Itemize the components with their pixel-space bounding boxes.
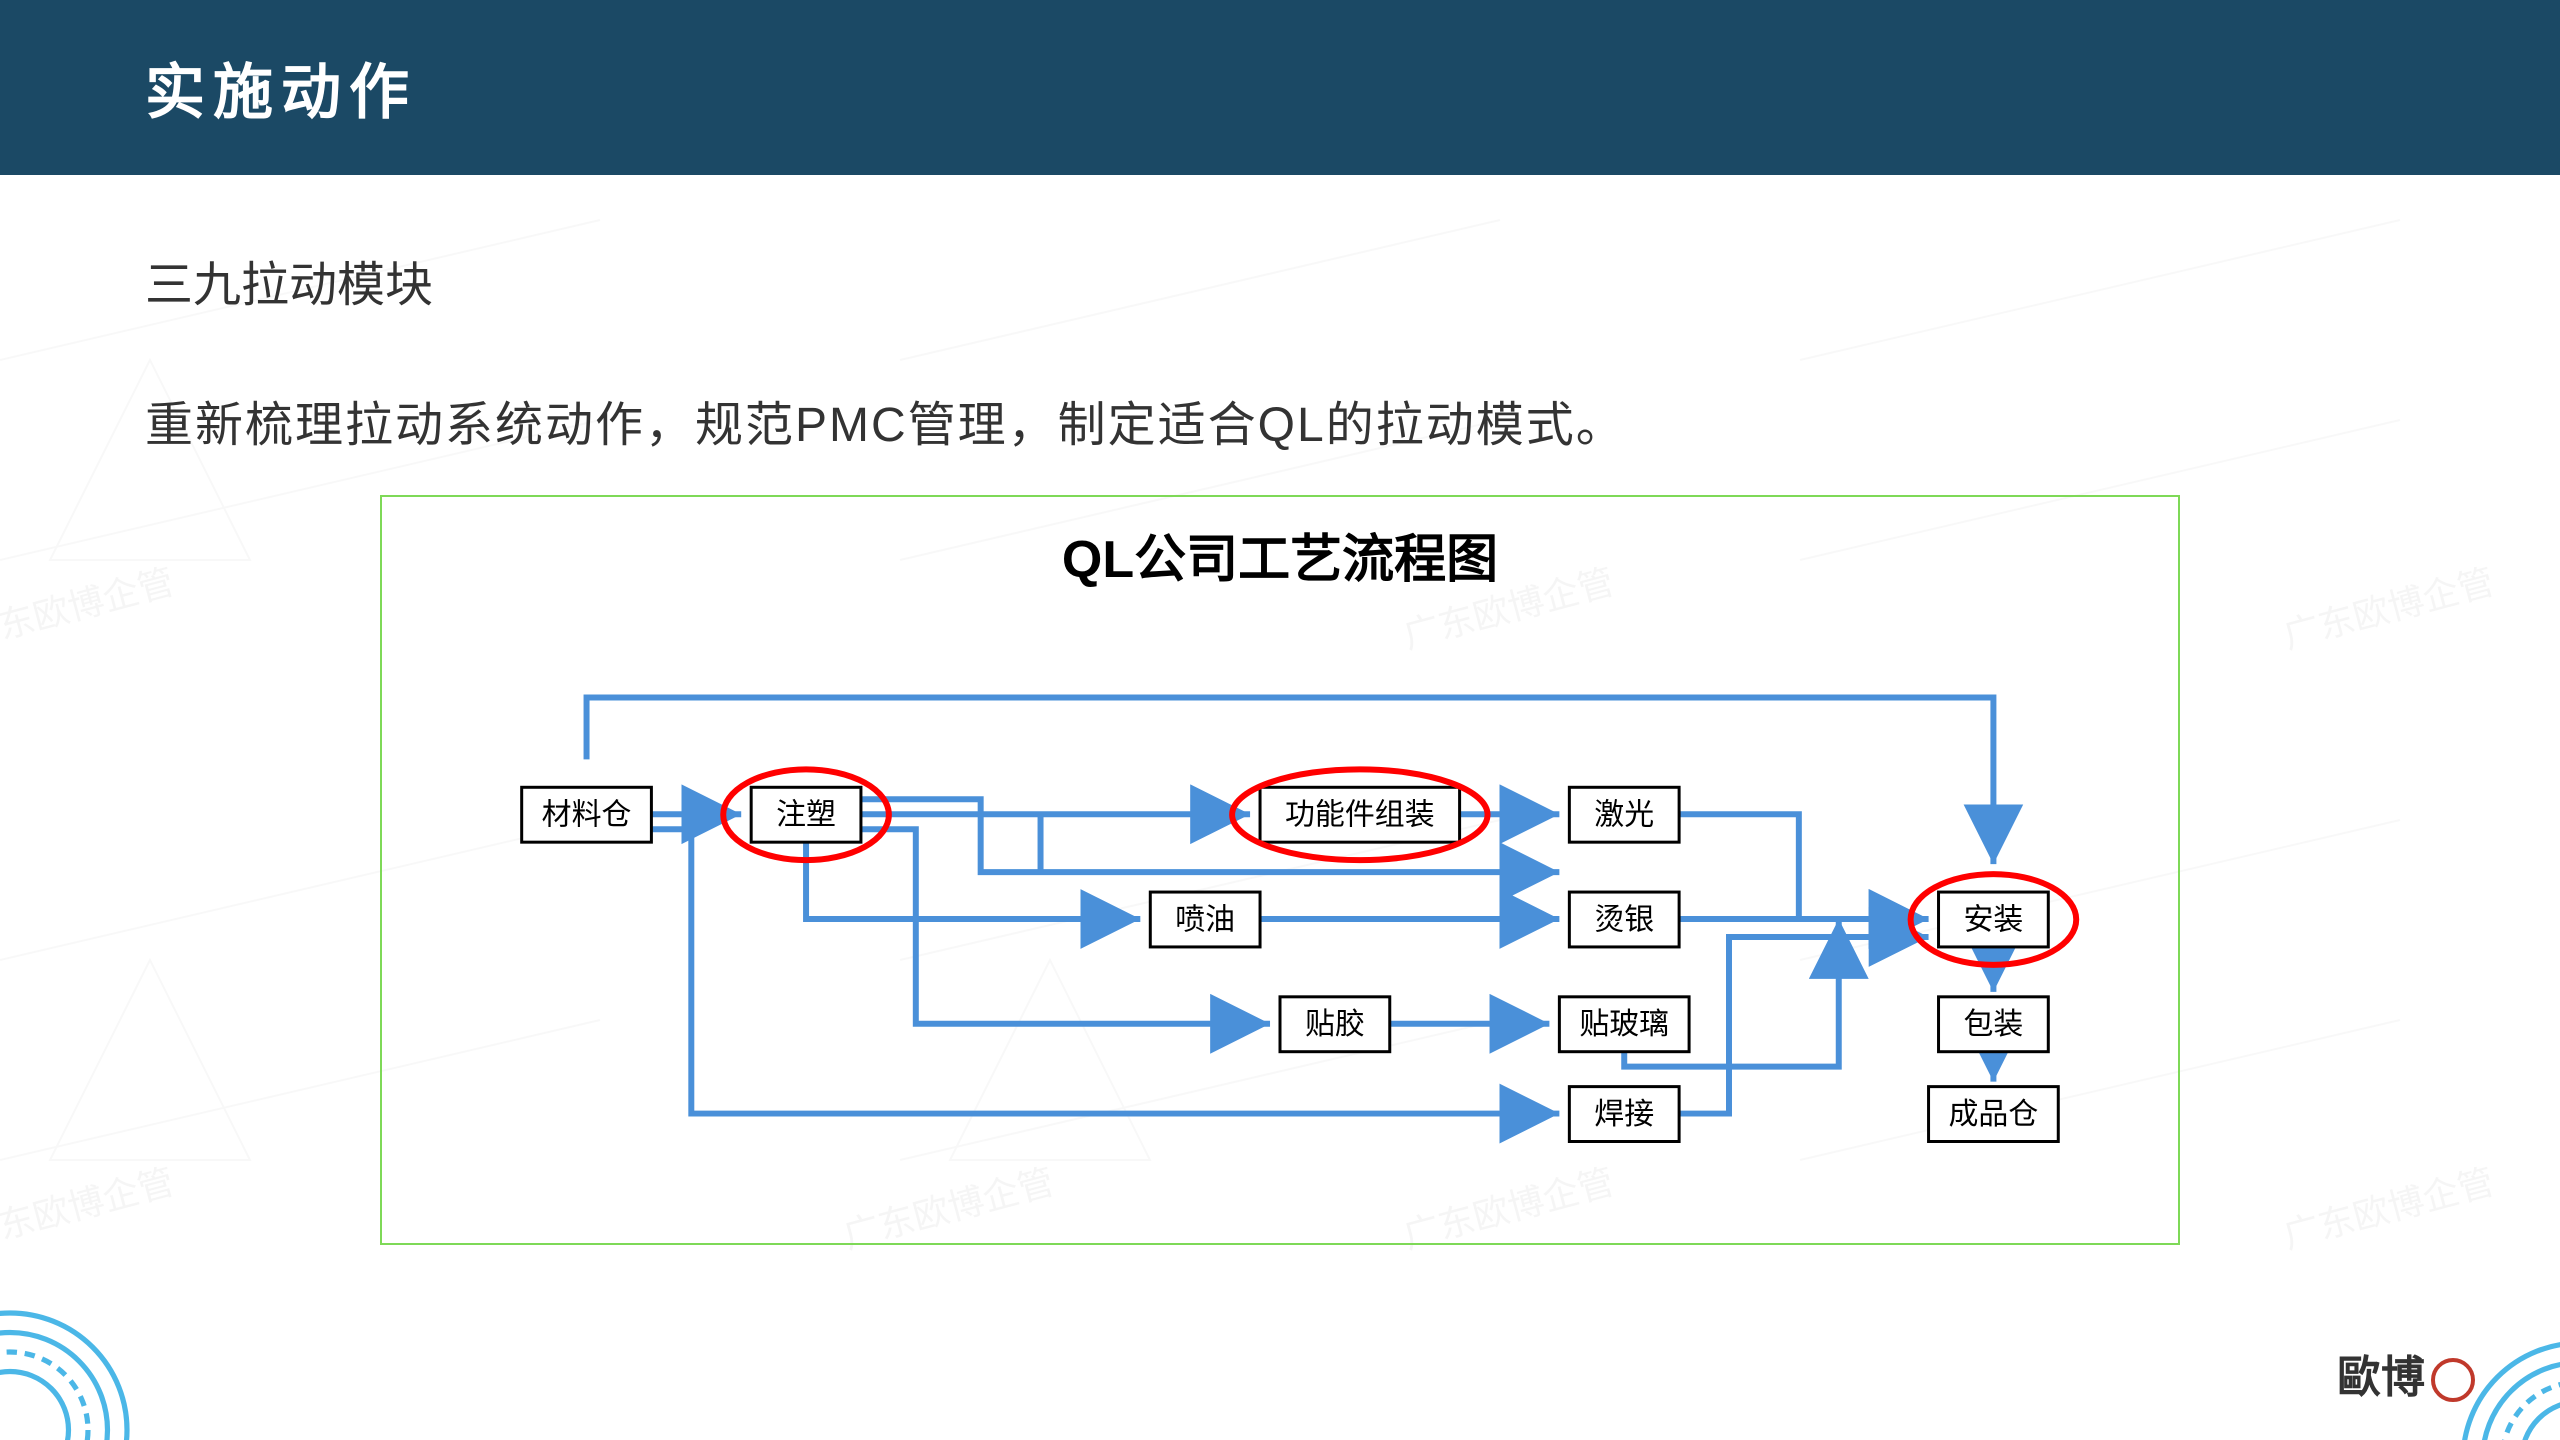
flowchart-node-label: 功能件组装 xyxy=(1285,799,1435,832)
flowchart-node-label: 激光 xyxy=(1594,799,1654,832)
slide-header: 实施动作 xyxy=(0,0,2560,175)
flowchart-frame: QL公司工艺流程图 材料仓 注塑 功能件组装 激光喷油 烫银 安装贴胶 贴玻璃 包装焊接 成品仓 xyxy=(380,495,2180,1245)
flowchart-node-label: 成品仓 xyxy=(1949,1098,2039,1131)
corner-decoration-left xyxy=(0,1300,140,1440)
flowchart-node-label: 贴胶 xyxy=(1305,1008,1365,1041)
flowchart-title: QL公司工艺流程图 xyxy=(382,517,2178,592)
watermark: 广东欧博企管 xyxy=(0,553,179,659)
flowchart-node-label: 贴玻璃 xyxy=(1579,1008,1669,1041)
brand-logo: 歐博 xyxy=(2337,1341,2475,1405)
flowchart-node-label: 烫银 xyxy=(1594,903,1654,936)
watermark: 广东欧博企管 xyxy=(2277,1153,2499,1259)
flowchart-node-label: 包装 xyxy=(1963,1008,2023,1041)
flowchart-node-label: 焊接 xyxy=(1594,1098,1654,1131)
flowchart-node-label: 材料仓 xyxy=(542,799,632,832)
watermark: 广东欧博企管 xyxy=(2277,553,2499,659)
brand-logo-text: 歐博 xyxy=(2337,1353,2425,1402)
watermark: 广东欧博企管 xyxy=(0,1153,179,1259)
flowchart-edge xyxy=(1679,814,1928,919)
flowchart-node-label: 喷油 xyxy=(1175,903,1235,936)
brand-logo-icon xyxy=(2431,1358,2475,1402)
flowchart-node-label: 安装 xyxy=(1963,903,2023,936)
section-description: 重新梳理拉动系统动作，规范PMC管理，制定适合QL的拉动模式。 xyxy=(145,385,1626,455)
flowchart-svg: 材料仓 注塑 功能件组装 激光喷油 烫银 安装贴胶 贴玻璃 包装焊接 成品仓 xyxy=(382,597,2178,1237)
flowchart-node-label: 注塑 xyxy=(776,799,836,832)
section-subtitle: 三九拉动模块 xyxy=(145,245,433,315)
page-title: 实施动作 xyxy=(145,44,417,131)
flowchart-edge xyxy=(1679,937,1928,1114)
